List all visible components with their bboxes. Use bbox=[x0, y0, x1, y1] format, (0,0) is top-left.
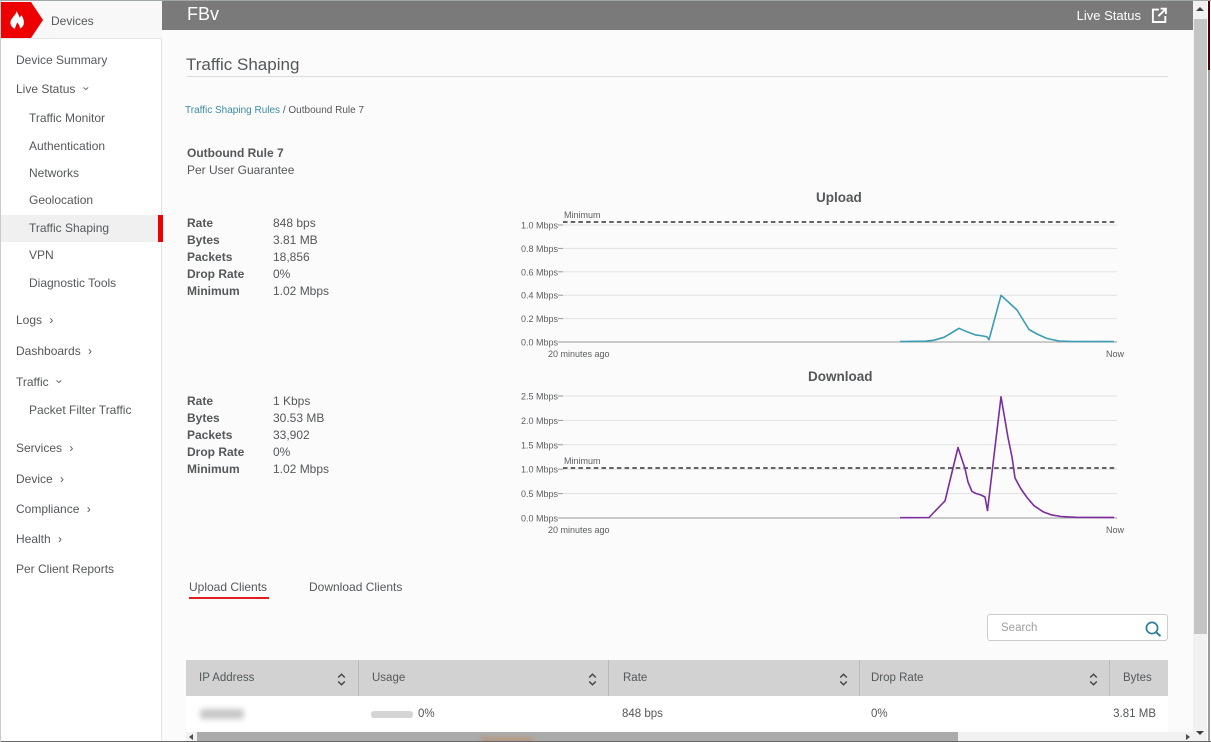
svg-text:20 minutes ago: 20 minutes ago bbox=[548, 525, 610, 535]
svg-text:Now: Now bbox=[1106, 349, 1125, 359]
svg-text:0.0 Mbps: 0.0 Mbps bbox=[521, 514, 559, 524]
svg-text:Minimum: Minimum bbox=[564, 456, 601, 466]
svg-text:Minimum: Minimum bbox=[564, 210, 601, 220]
svg-text:1.0 Mbps: 1.0 Mbps bbox=[521, 465, 559, 475]
svg-text:0.5 Mbps: 0.5 Mbps bbox=[521, 489, 559, 499]
svg-text:1.0 Mbps: 1.0 Mbps bbox=[521, 221, 559, 231]
svg-text:0.8 Mbps: 0.8 Mbps bbox=[521, 244, 559, 254]
svg-text:0.0 Mbps: 0.0 Mbps bbox=[521, 338, 559, 348]
svg-text:1.5 Mbps: 1.5 Mbps bbox=[521, 440, 559, 450]
svg-text:2.5 Mbps: 2.5 Mbps bbox=[521, 392, 559, 402]
svg-text:Now: Now bbox=[1106, 525, 1125, 535]
svg-text:0.6 Mbps: 0.6 Mbps bbox=[521, 267, 559, 277]
svg-text:0.4 Mbps: 0.4 Mbps bbox=[521, 291, 559, 301]
svg-text:2.0 Mbps: 2.0 Mbps bbox=[521, 416, 559, 426]
svg-text:20 minutes ago: 20 minutes ago bbox=[548, 349, 610, 359]
svg-text:0.2 Mbps: 0.2 Mbps bbox=[521, 314, 559, 324]
